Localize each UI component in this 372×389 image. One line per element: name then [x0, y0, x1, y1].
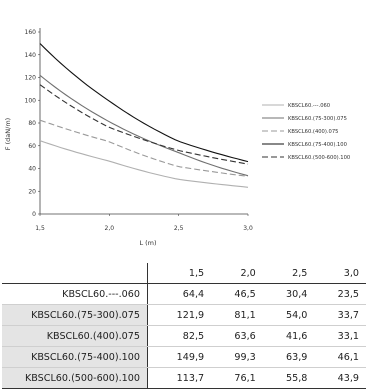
table-row-label: KBSCL60.---.060	[2, 283, 148, 305]
table-row: KBSCL60.(500-600).100 113,7 76,1 55,8 43…	[2, 367, 366, 389]
table-cell: 76,1	[211, 367, 263, 389]
y-tick-label: 160	[25, 29, 37, 36]
table-column-header: 2,0	[211, 263, 263, 284]
table-cell: 113,7	[147, 367, 212, 389]
x-tick-label: 2,5	[174, 225, 184, 232]
x-tick-label: 3,0	[243, 225, 253, 232]
y-tick-label: 140	[25, 52, 37, 59]
table-row-label: KBSCL60.(75-400).100	[2, 346, 148, 368]
table-row-label: KBSCL60.(400).075	[2, 325, 148, 347]
series-line	[39, 43, 249, 163]
table-cell: 23,5	[314, 283, 366, 305]
series-line	[39, 84, 249, 165]
x-tick-label: 1,5	[35, 225, 45, 232]
series-line	[39, 74, 249, 177]
legend-label: KBSCL60.(400).075	[288, 129, 338, 135]
table-row: KBSCL60.(75-400).100 149,9 99,3 63,9 46,…	[2, 346, 366, 368]
x-tick-label: 2,0	[105, 225, 115, 232]
y-tick-label: 120	[25, 75, 37, 82]
table-cell: 63,9	[262, 346, 315, 368]
table-row-label: KBSCL60.(75-300).075	[2, 304, 148, 326]
y-tick-label: 40	[28, 166, 36, 173]
table-cell: 81,1	[211, 304, 263, 326]
chart-series	[39, 43, 249, 188]
table-cell: 54,0	[262, 304, 315, 326]
y-tick-label: 80	[28, 120, 36, 127]
table-column-header: 2,5	[262, 263, 315, 284]
legend-label: KBSCL60.(500-600).100	[288, 155, 350, 161]
data-table: 1,5 2,0 2,5 3,0 KBSCL60.---.060 64,4 46,…	[2, 263, 366, 389]
table-cell: 33,1	[314, 325, 366, 347]
y-tick-label: 20	[28, 188, 36, 195]
table-cell: 64,4	[147, 283, 212, 305]
table-cell: 46,5	[211, 283, 263, 305]
line-chart: 0 20 40 60 80 100 120 140 160 1,5 2,0 2,5 3,0 KBSCL6…	[4, 28, 350, 247]
table-cell: 33,7	[314, 304, 366, 326]
table-row: KBSCL60.---.060 64,4 46,5 30,4 23,5	[2, 283, 366, 305]
table-column-header: 3,0	[314, 263, 366, 284]
table-cell: 43,9	[314, 367, 366, 389]
series-line	[39, 119, 249, 177]
legend-label: KBSCL60.---.060	[288, 103, 330, 109]
y-tick-label: 100	[25, 97, 37, 104]
y-tick-label: 60	[28, 143, 36, 150]
table-cell: 99,3	[211, 346, 263, 368]
table-header-row: 1,5 2,0 2,5 3,0	[2, 263, 366, 284]
table-row: KBSCL60.(75-300).075 121,9 81,1 54,0 33,…	[2, 304, 366, 326]
chart-legend: KBSCL60.---.060 KBSCL60.(75-300).075 KBSCL…	[262, 103, 350, 161]
table-cell: 55,8	[262, 367, 315, 389]
y-tick-label: 0	[32, 211, 36, 218]
chart-axes: 0 20 40 60 80 100 120 140 160 1,5 2,0 2,5 3,0	[25, 28, 253, 232]
table-row: KBSCL60.(400).075 82,5 63,6 41,6 33,1	[2, 325, 366, 347]
table-cell: 30,4	[262, 283, 315, 305]
series-line	[39, 140, 249, 188]
table-cell: 82,5	[147, 325, 212, 347]
table-row-label: KBSCL60.(500-600).100	[2, 367, 148, 389]
legend-label: KBSCL60.(75-400).100	[288, 142, 347, 148]
table-column-header: 1,5	[147, 263, 212, 284]
x-axis-label: L (m)	[139, 239, 156, 247]
table-cell: 46,1	[314, 346, 366, 368]
table-cell: 41,6	[262, 325, 315, 347]
legend-label: KBSCL60.(75-300).075	[288, 116, 347, 122]
table-cell: 121,9	[147, 304, 212, 326]
table-cell: 63,6	[211, 325, 263, 347]
y-axis-label: F (daN/m)	[4, 118, 12, 150]
table-corner	[2, 263, 148, 284]
table-cell: 149,9	[147, 346, 212, 368]
